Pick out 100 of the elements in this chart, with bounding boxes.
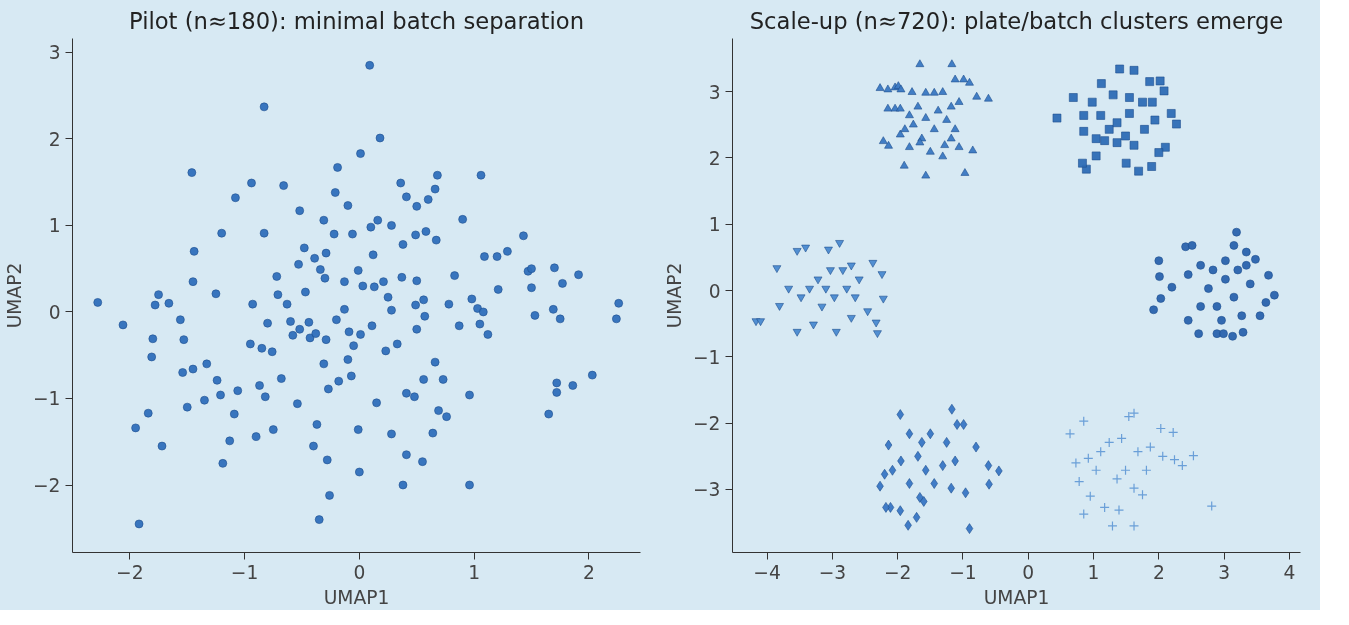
point	[1264, 270, 1273, 280]
point	[968, 145, 978, 154]
point	[1078, 508, 1089, 520]
point	[1255, 311, 1265, 321]
x-tick-label: 1	[1087, 561, 1100, 583]
point	[1147, 162, 1156, 171]
point	[959, 74, 968, 83]
point	[895, 103, 905, 112]
point	[850, 294, 860, 303]
point	[873, 330, 882, 338]
point	[895, 129, 905, 138]
y-tick-label: 3	[708, 81, 721, 103]
point	[965, 78, 974, 86]
point	[905, 142, 914, 150]
point	[1242, 247, 1251, 257]
point	[950, 74, 960, 83]
point	[863, 308, 872, 316]
point	[915, 137, 925, 146]
point	[880, 468, 889, 480]
point	[1172, 119, 1181, 129]
point	[946, 133, 956, 142]
point	[821, 285, 831, 294]
point	[943, 437, 951, 448]
point	[1183, 270, 1193, 279]
point	[950, 124, 960, 132]
point	[1129, 140, 1139, 150]
point	[961, 487, 970, 499]
x-axis-title: UMAP1	[983, 586, 1050, 608]
point	[926, 146, 935, 155]
point	[805, 285, 814, 294]
point	[1097, 79, 1106, 88]
point	[1212, 302, 1222, 311]
point	[914, 451, 922, 462]
point	[1070, 457, 1082, 469]
point	[1079, 127, 1089, 136]
point	[1155, 272, 1164, 281]
x-tick-label: −1	[230, 561, 259, 583]
point	[1238, 328, 1248, 337]
point	[792, 329, 802, 337]
point	[1128, 483, 1140, 494]
point	[1078, 158, 1087, 168]
y-tick-label: 0	[708, 280, 721, 302]
point	[940, 140, 949, 148]
point	[905, 110, 914, 119]
y-tick-label: −3	[693, 479, 721, 501]
point	[1245, 279, 1255, 289]
point	[1107, 520, 1118, 532]
point	[947, 59, 957, 67]
point	[838, 267, 848, 275]
point	[801, 244, 810, 253]
point	[847, 315, 856, 323]
point	[1121, 131, 1130, 141]
point	[1242, 261, 1251, 270]
point	[817, 303, 827, 312]
point	[933, 105, 943, 114]
point	[896, 409, 904, 420]
point	[1125, 109, 1134, 118]
point	[1196, 261, 1205, 270]
point	[965, 523, 974, 534]
point	[1161, 142, 1170, 152]
point	[832, 329, 841, 337]
point	[896, 84, 906, 93]
point	[1156, 294, 1166, 303]
point	[792, 248, 802, 256]
point	[1159, 86, 1169, 96]
point	[921, 170, 931, 179]
point	[756, 318, 765, 326]
x-tick-label: 1	[468, 561, 481, 583]
point	[1104, 125, 1114, 134]
point	[984, 93, 993, 102]
point	[847, 262, 856, 271]
point	[912, 512, 921, 523]
point	[920, 496, 928, 507]
point	[905, 478, 914, 489]
point	[1194, 329, 1203, 338]
x-tick-label: 0	[1022, 561, 1035, 583]
chart-title: Pilot (n≈180): minimal batch separation	[128, 7, 585, 34]
point	[772, 265, 782, 273]
point	[854, 276, 864, 285]
point	[905, 428, 914, 440]
point	[835, 240, 844, 248]
point	[939, 460, 947, 471]
point	[1154, 256, 1164, 265]
point	[784, 285, 793, 294]
y-axis-title: UMAP2	[664, 262, 685, 329]
point	[1221, 256, 1230, 265]
point	[946, 101, 956, 110]
point	[1069, 93, 1078, 102]
point	[1091, 151, 1101, 161]
point	[830, 294, 839, 303]
point	[1145, 77, 1154, 86]
y-tick-label: 1	[48, 215, 61, 237]
point	[1208, 265, 1218, 275]
point	[1237, 311, 1247, 321]
y-tick-label: 3	[48, 42, 61, 64]
point	[1149, 305, 1158, 315]
point	[1085, 491, 1096, 502]
point	[1187, 241, 1197, 250]
point	[904, 520, 912, 531]
y-tick-label: 1	[708, 214, 721, 236]
